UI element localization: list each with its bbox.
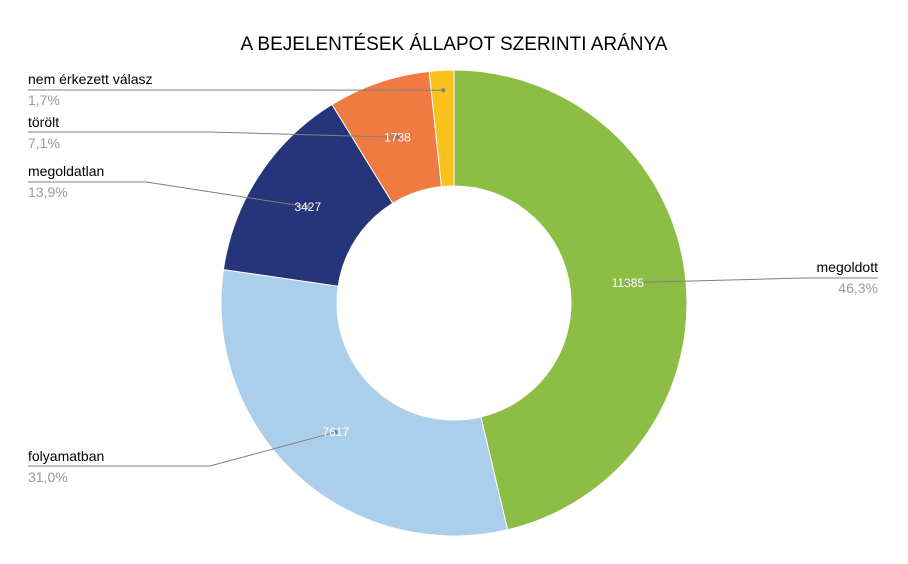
percent-label-nem-erkezett-valasz: 1,7% — [28, 92, 60, 108]
leader-line-megoldatlan — [28, 181, 308, 208]
percent-label-folyamatban: 31,0% — [28, 469, 68, 485]
slice-folyamatban — [220, 269, 509, 537]
leader-dot-folyamatban — [333, 430, 338, 435]
value-label-megoldott: 11385 — [612, 276, 645, 290]
value-label-megoldatlan: 3427 — [294, 200, 321, 214]
leader-dot-torolt — [395, 135, 400, 140]
leader-line-torolt — [28, 131, 398, 138]
category-label-folyamatban: folyamatban — [28, 448, 104, 464]
category-labels-group: megoldott 46,3% folyamatban 31,0% megoldatla… — [28, 71, 878, 485]
category-label-nem-erkezett-valasz: nem érkezett válasz — [28, 71, 153, 87]
slice-nem-erkezett-valasz — [428, 69, 455, 188]
leader-line-folyamatban — [28, 431, 336, 467]
leader-dot-megoldott — [625, 280, 630, 285]
value-labels-group: 11385 7617 3427 1738 — [294, 130, 644, 439]
value-label-torolt: 1738 — [384, 130, 411, 144]
chart-title: A BEJELENTÉSEK ÁLLAPOT SZERINTI ARÁNYA — [241, 34, 668, 55]
category-label-megoldott: megoldott — [817, 259, 879, 275]
value-label-folyamatban: 7617 — [322, 425, 349, 439]
percent-label-megoldatlan: 13,9% — [28, 184, 68, 200]
slice-megoldatlan — [222, 103, 394, 287]
leader-dot-nem-erkezett-valasz — [441, 88, 446, 93]
leader-lines-group — [28, 88, 878, 467]
percent-label-torolt: 7,1% — [28, 135, 60, 151]
percent-label-megoldott: 46,3% — [838, 280, 878, 296]
category-label-torolt: törölt — [28, 114, 59, 130]
slices-group — [220, 69, 688, 537]
slice-megoldott — [453, 69, 688, 531]
leader-dot-megoldatlan — [305, 204, 310, 209]
category-label-megoldatlan: megoldatlan — [28, 163, 104, 179]
leader-line-megoldott — [627, 277, 878, 284]
